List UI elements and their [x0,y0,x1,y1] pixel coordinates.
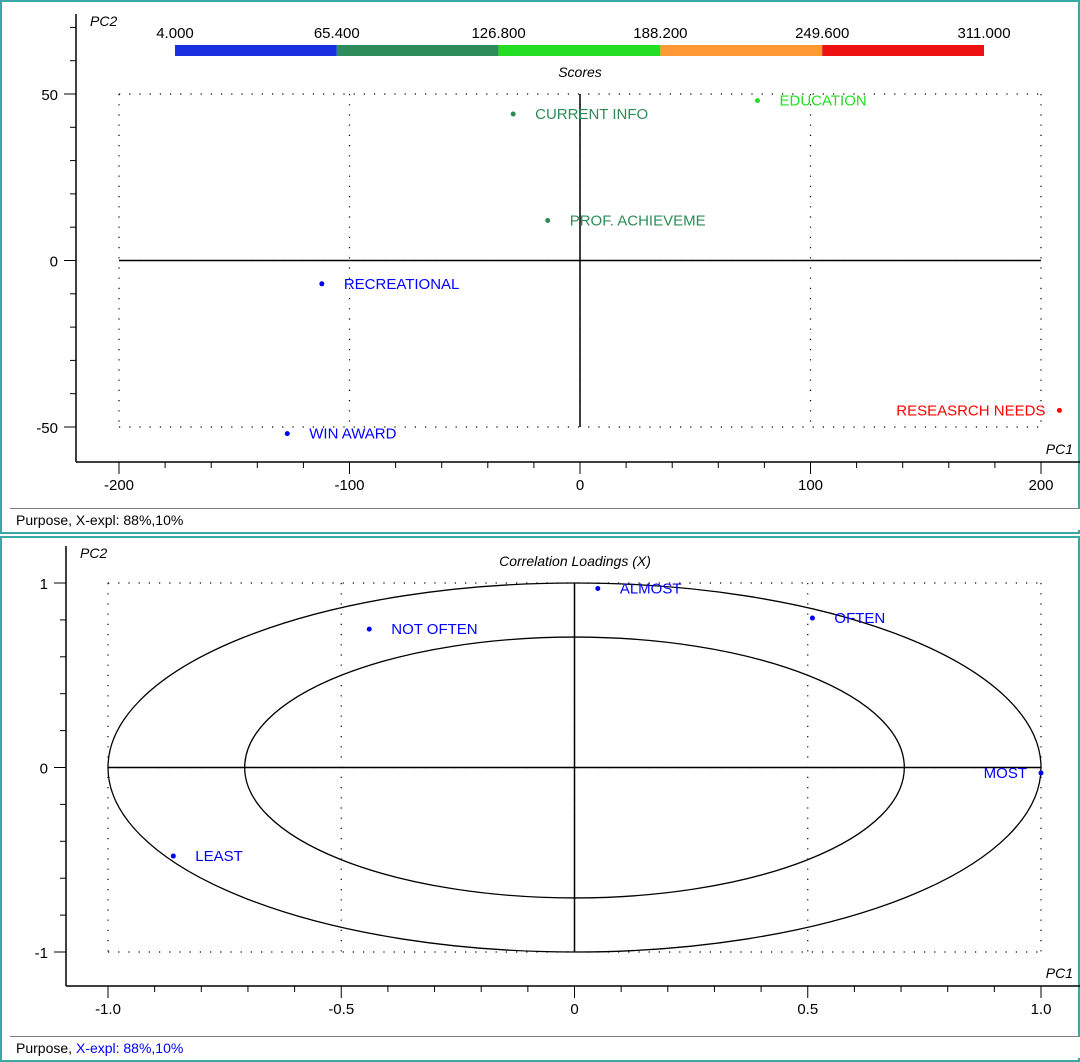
x-tick-label: -1.0 [95,1001,121,1018]
x-tick-label: 0.5 [797,1001,818,1018]
data-point [1056,407,1062,413]
x-tick-label: -100 [334,477,364,494]
y-tick-label: 50 [41,87,58,104]
loadings-status-highlight: X-expl: 88%,10% [75,1040,184,1056]
scores-panel: 4.000 65.400 126.800 188.200 249.600 311.000 5… [0,0,1080,534]
loadings-plot[interactable]: 1 0 -1 -1.0 -0.5 0 0.5 1.0 PC2 PC1 Correlation Loa… [0,536,1080,1038]
x-axis-title: PC1 [1046,441,1073,457]
data-point-label: NOT OFTEN [391,621,477,638]
data-point-label: RECREATIONAL [344,276,460,293]
data-point [1038,770,1044,776]
color-scale-label: 188.200 [633,25,687,42]
x-tick-label: 1.0 [1031,1001,1052,1018]
x-tick-label: 100 [798,477,823,494]
color-scale-segment [822,45,984,56]
x-tick-label: 0 [576,477,584,494]
data-point-label: EDUCATION [779,93,866,110]
color-scale-label: 4.000 [156,25,194,42]
color-scale-label: 65.400 [314,25,360,42]
color-scale-label: 126.800 [471,25,525,42]
data-point-label: LEAST [195,848,243,865]
scores-plot[interactable]: 4.000 65.400 126.800 188.200 249.600 311.000 5… [0,0,1080,510]
loadings-panel: 1 0 -1 -1.0 -0.5 0 0.5 1.0 PC2 PC1 Correlation Loa… [0,536,1080,1062]
data-point [170,853,176,859]
data-point-label: OFTEN [834,610,885,627]
scores-status-text: Purpose, X-expl: 88%,10% [16,512,184,528]
x-tick-label: -0.5 [328,1001,354,1018]
data-point [809,615,815,621]
data-point [595,586,601,592]
scores-status-bar: Purpose, X-expl: 88%,10% [10,508,1080,530]
y-tick-label: 0 [50,254,58,271]
loadings-status-prefix: Purpose, [16,1040,76,1056]
data-point [510,111,516,117]
data-point [319,281,325,287]
data-point-label: WIN AWARD [309,426,396,443]
data-point-label: ALMOST [620,581,682,598]
x-tick-label: -200 [104,477,134,494]
y-tick-label: -1 [35,945,48,962]
data-point [754,98,760,104]
data-point-label: RESEASRCH NEEDS [896,402,1045,419]
color-scale-label: 311.000 [957,25,1010,42]
color-scale-segment [175,45,337,56]
x-axis-title: PC1 [1046,965,1073,981]
color-scale-label: 249.600 [795,25,849,42]
data-point-label: PROF. ACHIEVEME [570,213,706,230]
data-point [366,626,372,632]
loadings-status-bar: Purpose, X-expl: 88%,10% [10,1036,1080,1058]
data-point-label: CURRENT INFO [535,106,648,123]
x-tick-label: 0 [570,1001,578,1018]
color-scale-segment [336,45,499,56]
data-point [284,431,290,437]
y-tick-label: 0 [40,761,48,778]
chart-title: Scores [558,64,602,80]
x-tick-label: 200 [1028,477,1053,494]
chart-title: Correlation Loadings (X) [499,553,651,569]
color-scale-segment [498,45,661,56]
y-tick-label: -50 [36,420,58,437]
data-point [545,218,551,224]
y-axis-title: PC2 [90,13,117,29]
data-point-label: MOST [984,765,1027,782]
color-scale-segment [660,45,823,56]
y-tick-label: 1 [40,576,48,593]
y-axis-title: PC2 [80,545,107,561]
